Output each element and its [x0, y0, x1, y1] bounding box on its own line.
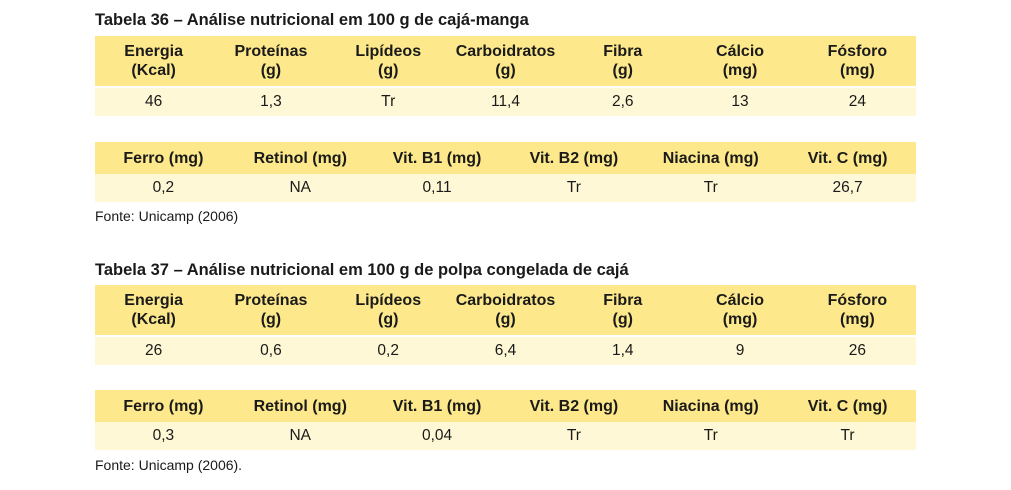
value-vit-b2: Tr [505, 422, 643, 450]
value-lipideos: Tr [329, 88, 447, 116]
value-carboidratos: 11,4 [446, 88, 565, 116]
header-retinol: Retinol (mg) [231, 142, 369, 174]
header-calcio: Cálcio (mg) [681, 36, 799, 86]
header-lipideos: Lipídeos (g) [329, 36, 447, 86]
header-proteinas: Proteínas (g) [212, 36, 330, 86]
table-36-title: Tabela 36 – Análise nutricional em 100 g… [95, 11, 529, 29]
table-37-title: Tabela 37 – Análise nutricional em 100 g… [95, 261, 629, 279]
header-proteinas: Proteínas (g) [212, 285, 330, 335]
value-ferro: 0,3 [95, 422, 232, 450]
header-retinol: Retinol (mg) [231, 390, 369, 422]
value-proteinas: 1,3 [212, 88, 330, 116]
header-vit-b2: Vit. B2 (mg) [505, 142, 643, 174]
header-carboidratos: Carboidratos (g) [446, 285, 565, 335]
header-vit-b1: Vit. B1 (mg) [368, 390, 506, 422]
table-36-source: Fonte: Unicamp (2006) [95, 208, 239, 224]
value-calcio: 13 [681, 88, 799, 116]
table-row: 0,2 NA 0,11 Tr Tr 26,7 [95, 174, 916, 202]
header-fosforo: Fósforo (mg) [798, 36, 916, 86]
value-niacina: Tr [642, 422, 780, 450]
header-energia: Energia (Kcal) [95, 285, 213, 335]
value-vit-b1: 0,04 [368, 422, 506, 450]
value-vit-b2: Tr [505, 174, 643, 202]
header-fibra: Fibra (g) [564, 285, 682, 335]
header-ferro: Ferro (mg) [95, 390, 232, 422]
table-row: 26 0,6 0,2 6,4 1,4 9 26 [95, 337, 916, 365]
value-fibra: 1,4 [564, 337, 682, 365]
value-niacina: Tr [642, 174, 780, 202]
table-37-part-2: Ferro (mg) Retinol (mg) Vit. B1 (mg) Vit… [95, 390, 916, 450]
header-vit-c: Vit. C (mg) [779, 142, 916, 174]
value-fosforo: 26 [798, 337, 916, 365]
table-36-part-1: Energia (Kcal) Proteínas (g) Lipídeos (g) C… [95, 36, 916, 116]
value-energia: 46 [95, 88, 213, 116]
value-proteinas: 0,6 [212, 337, 330, 365]
header-fosforo: Fósforo (mg) [798, 285, 916, 335]
value-energia: 26 [95, 337, 213, 365]
value-retinol: NA [231, 422, 369, 450]
value-carboidratos: 6,4 [446, 337, 565, 365]
value-vit-c: 26,7 [779, 174, 916, 202]
value-retinol: NA [231, 174, 369, 202]
table-37-part-1: Energia (Kcal) Proteínas (g) Lipídeos (g) C… [95, 285, 916, 365]
header-carboidratos: Carboidratos (g) [446, 36, 565, 86]
header-lipideos: Lipídeos (g) [329, 285, 447, 335]
header-energia: Energia (Kcal) [95, 36, 213, 86]
header-fibra: Fibra (g) [564, 36, 682, 86]
table-36-part-2: Ferro (mg) Retinol (mg) Vit. B1 (mg) Vit… [95, 142, 916, 202]
header-vit-b2: Vit. B2 (mg) [505, 390, 643, 422]
header-niacina: Niacina (mg) [642, 390, 780, 422]
table-37-source: Fonte: Unicamp (2006). [95, 457, 243, 473]
value-calcio: 9 [681, 337, 799, 365]
value-ferro: 0,2 [95, 174, 232, 202]
header-ferro: Ferro (mg) [95, 142, 232, 174]
value-lipideos: 0,2 [329, 337, 447, 365]
header-vit-b1: Vit. B1 (mg) [368, 142, 506, 174]
value-fibra: 2,6 [564, 88, 682, 116]
table-row: 0,3 NA 0,04 Tr Tr Tr [95, 422, 916, 450]
header-calcio: Cálcio (mg) [681, 285, 799, 335]
value-vit-c: Tr [779, 422, 916, 450]
value-fosforo: 24 [798, 88, 916, 116]
value-vit-b1: 0,11 [368, 174, 506, 202]
table-row: 46 1,3 Tr 11,4 2,6 13 24 [95, 88, 916, 116]
header-vit-c: Vit. C (mg) [779, 390, 916, 422]
header-niacina: Niacina (mg) [642, 142, 780, 174]
